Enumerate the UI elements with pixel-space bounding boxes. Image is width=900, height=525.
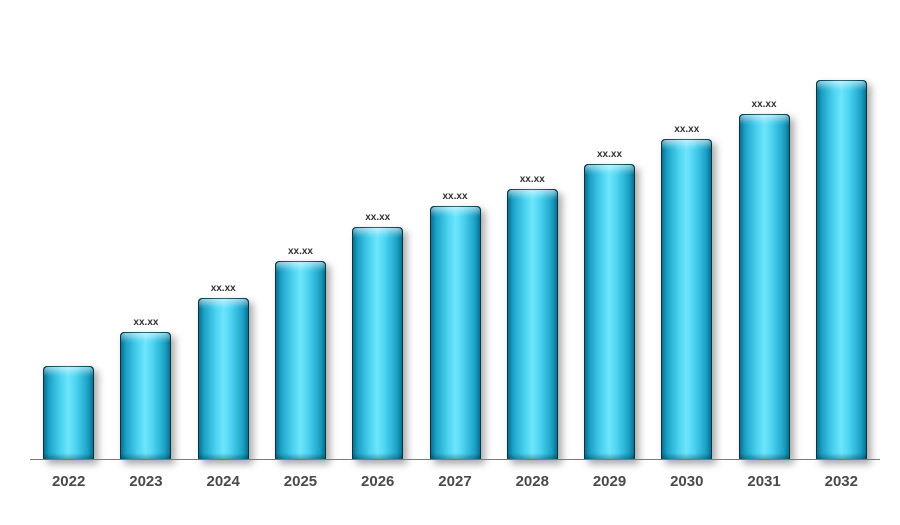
bars-container: xx.xx xx.xx xx.xx xx.xx xx.xx xx.xx xx.xx xx.xx… [30, 40, 880, 460]
bar-value-label: xx.xx [198, 283, 249, 294]
bar-slot: xx.xx [430, 40, 481, 460]
x-axis-label: 2028 [494, 473, 571, 490]
x-axis-line [30, 459, 880, 460]
bar-slot [816, 40, 867, 460]
bar [275, 261, 326, 460]
bar [430, 206, 481, 460]
x-axis-label: 2024 [185, 473, 262, 490]
bar [661, 139, 712, 460]
bar [198, 298, 249, 460]
x-axis-label: 2025 [262, 473, 339, 490]
bar [120, 332, 171, 460]
x-axis-label: 2031 [725, 473, 802, 490]
bar-slot: xx.xx [661, 40, 712, 460]
bar [352, 227, 403, 460]
bar-value-label: xx.xx [739, 99, 790, 110]
bar [507, 189, 558, 460]
bar-slot: xx.xx [584, 40, 635, 460]
bar-value-label: xx.xx [507, 174, 558, 185]
bar-slot: xx.xx [507, 40, 558, 460]
bar-slot [43, 40, 94, 460]
bar [816, 80, 867, 460]
bar [43, 366, 94, 460]
x-axis-label: 2032 [803, 473, 880, 490]
bar-slot: xx.xx [198, 40, 249, 460]
x-axis-label: 2029 [571, 473, 648, 490]
bar-slot: xx.xx [352, 40, 403, 460]
plot-area: xx.xx xx.xx xx.xx xx.xx xx.xx xx.xx xx.xx xx.xx… [30, 40, 880, 460]
bar-slot: xx.xx [739, 40, 790, 460]
bar [739, 114, 790, 460]
bar-slot: xx.xx [120, 40, 171, 460]
market-growth-bar-chart: xx.xx xx.xx xx.xx xx.xx xx.xx xx.xx xx.xx xx.xx… [0, 0, 900, 525]
bar-value-label: xx.xx [430, 191, 481, 202]
bar-value-label: xx.xx [120, 317, 171, 328]
bar-slot: xx.xx [275, 40, 326, 460]
bar-value-label: xx.xx [584, 149, 635, 160]
bar-value-label: xx.xx [275, 246, 326, 257]
x-axis-label: 2026 [339, 473, 416, 490]
bar [584, 164, 635, 460]
bar-value-label: xx.xx [661, 124, 712, 135]
x-axis-label: 2030 [648, 473, 725, 490]
x-axis-label: 2022 [30, 473, 107, 490]
x-axis-label: 2027 [416, 473, 493, 490]
bar-value-label: xx.xx [352, 212, 403, 223]
x-axis-label: 2023 [107, 473, 184, 490]
x-axis-labels: 2022202320242025202620272028202920302031… [30, 473, 880, 493]
